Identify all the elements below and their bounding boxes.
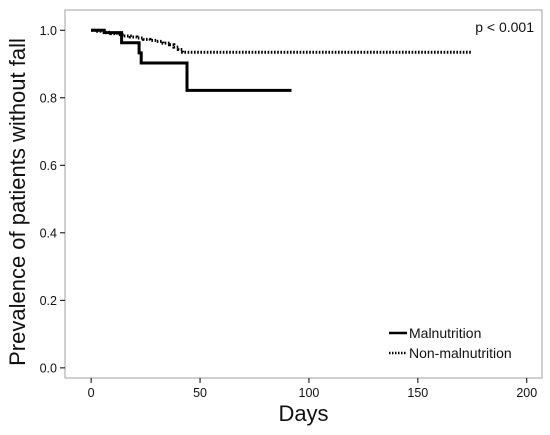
y-tick-label: 0.0 — [40, 361, 57, 375]
y-axis-ticks: 0.0 0.2 0.4 0.6 0.8 1.0 — [40, 24, 65, 375]
x-axis-title: Days — [278, 401, 328, 426]
legend-label: Malnutrition — [409, 325, 481, 341]
series-line-non-malnutrition — [91, 28, 473, 54]
legend: Malnutrition Non-malnutrition — [389, 325, 512, 361]
survival-curves — [91, 28, 473, 92]
p-value-annotation: p < 0.001 — [475, 19, 534, 35]
x-tick-label: 100 — [299, 386, 320, 400]
x-axis-ticks: 0 50 100 150 200 — [88, 378, 537, 400]
y-tick-label: 0.4 — [40, 226, 57, 240]
legend-label: Non-malnutrition — [409, 345, 512, 361]
y-tick-label: 0.6 — [40, 159, 57, 173]
series-line-malnutrition — [91, 28, 292, 92]
x-tick-label: 200 — [516, 386, 537, 400]
x-tick-label: 0 — [88, 386, 95, 400]
y-tick-label: 0.2 — [40, 294, 57, 308]
x-tick-label: 150 — [407, 386, 428, 400]
y-tick-label: 0.8 — [40, 91, 57, 105]
y-axis-title: Prevalence of patients without fall — [5, 38, 30, 366]
plot-frame — [64, 9, 543, 379]
x-tick-label: 50 — [193, 386, 207, 400]
y-tick-label: 1.0 — [40, 24, 57, 38]
